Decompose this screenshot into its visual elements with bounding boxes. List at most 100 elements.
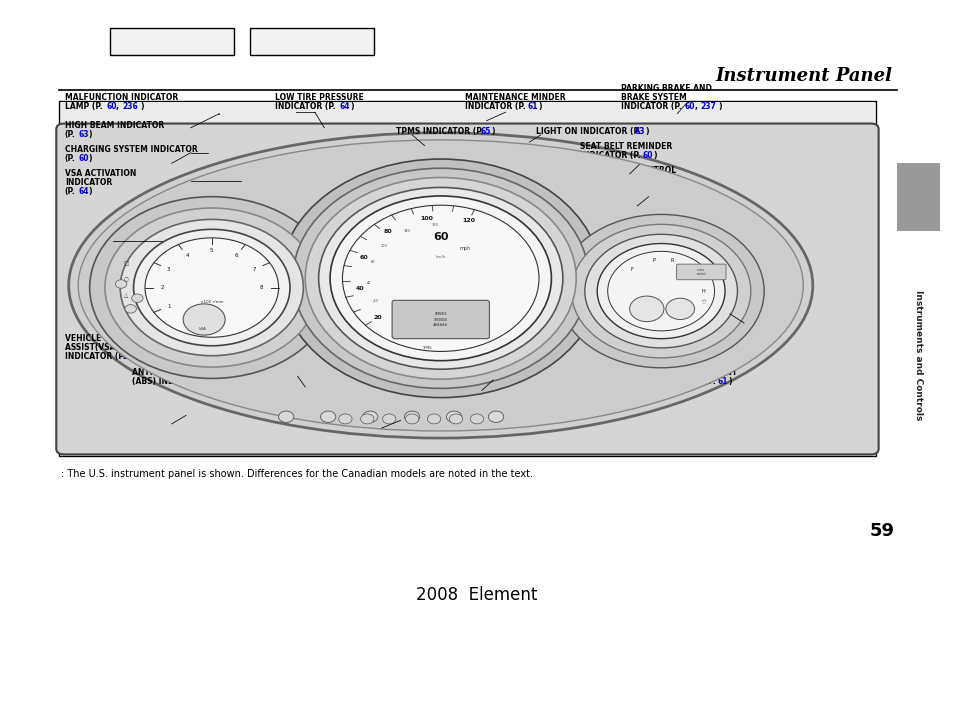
- Text: VSA ACTIVATION: VSA ACTIVATION: [65, 169, 136, 178]
- Text: TPMS INDICATOR (P.: TPMS INDICATOR (P.: [395, 127, 483, 136]
- Text: OPEN MONITOR (P.: OPEN MONITOR (P.: [338, 377, 419, 386]
- Text: 60: 60: [683, 102, 694, 111]
- Circle shape: [330, 196, 551, 361]
- Text: Instruments and Controls: Instruments and Controls: [913, 290, 922, 420]
- Text: SIDE AIRBAG OFF: SIDE AIRBAG OFF: [456, 334, 530, 343]
- Text: 6: 6: [234, 253, 238, 258]
- Circle shape: [558, 214, 763, 368]
- Text: 63: 63: [416, 377, 427, 386]
- Text: SUPPLEMENTAL RESTRAINT: SUPPLEMENTAL RESTRAINT: [618, 368, 737, 377]
- Text: 20: 20: [374, 315, 382, 320]
- Bar: [61, 102, 873, 454]
- Text: 8: 8: [259, 285, 263, 290]
- Text: LOW FUEL: LOW FUEL: [703, 305, 747, 315]
- Text: 80: 80: [383, 229, 392, 234]
- Text: 160: 160: [431, 223, 437, 227]
- Text: R: R: [670, 258, 673, 263]
- Circle shape: [105, 208, 318, 367]
- Circle shape: [360, 414, 374, 424]
- Circle shape: [320, 411, 335, 422]
- Text: x100 r/min: x100 r/min: [200, 300, 223, 304]
- Text: 61: 61: [527, 102, 537, 111]
- Text: ): ): [89, 187, 92, 197]
- Text: 1: 1: [167, 303, 171, 309]
- Text: 63: 63: [719, 324, 729, 333]
- Circle shape: [427, 414, 440, 424]
- Text: ): ): [537, 102, 541, 111]
- Text: 5: 5: [210, 248, 213, 253]
- Text: INDICATOR (P.: INDICATOR (P.: [249, 343, 310, 352]
- Text: 61: 61: [518, 343, 529, 352]
- Text: 60: 60: [78, 154, 89, 163]
- Text: INDICATOR: INDICATOR: [65, 178, 112, 187]
- Circle shape: [305, 178, 576, 379]
- Text: ,: ,: [322, 343, 328, 352]
- Text: INDICATOR: INDICATOR: [703, 315, 751, 324]
- Text: TPMS: TPMS: [421, 346, 431, 350]
- Text: 60: 60: [370, 260, 375, 264]
- Text: ): ): [231, 377, 234, 386]
- Text: -20: -20: [373, 299, 378, 303]
- Circle shape: [183, 304, 225, 335]
- Text: LAMP (P.: LAMP (P.: [65, 102, 102, 111]
- Text: PARKING BRAKE AND: PARKING BRAKE AND: [620, 84, 711, 93]
- Text: 59: 59: [869, 522, 894, 540]
- Text: ): ): [644, 127, 648, 136]
- Circle shape: [488, 411, 503, 422]
- Circle shape: [584, 234, 737, 348]
- Text: 60: 60: [107, 102, 117, 111]
- Ellipse shape: [78, 140, 802, 431]
- Text: ): ): [89, 154, 92, 163]
- Circle shape: [571, 224, 750, 358]
- Bar: [896, 163, 939, 231]
- Circle shape: [293, 168, 588, 388]
- Text: (ABS) INDICATOR (P.: (ABS) INDICATOR (P.: [132, 377, 218, 386]
- Circle shape: [133, 229, 290, 346]
- Text: INDICATOR (P.: INDICATOR (P.: [464, 102, 525, 111]
- Text: 100: 100: [380, 244, 387, 248]
- Circle shape: [132, 294, 143, 302]
- Bar: [59, 101, 875, 456]
- Text: ,: ,: [116, 102, 122, 111]
- Text: : The U.S. instrument panel is shown. Differences for the Canadian models are no: : The U.S. instrument panel is shown. Di…: [61, 469, 533, 479]
- Text: ): ): [718, 102, 721, 111]
- Text: LOW TIRE PRESSURE: LOW TIRE PRESSURE: [274, 93, 363, 102]
- Text: (P.: (P.: [65, 154, 75, 163]
- Circle shape: [125, 305, 136, 313]
- Text: △: △: [124, 292, 128, 297]
- Text: 64: 64: [122, 352, 132, 361]
- Circle shape: [470, 414, 483, 424]
- Text: INDICATOR (P.: INDICATOR (P.: [600, 175, 661, 185]
- Text: 235: 235: [328, 343, 343, 352]
- Text: 63: 63: [634, 127, 644, 136]
- Text: INDICATOR (P.: INDICATOR (P.: [526, 377, 587, 386]
- Text: D: D: [697, 275, 700, 280]
- Text: 140: 140: [403, 229, 410, 234]
- Text: 237: 237: [700, 102, 716, 111]
- Text: VSA: VSA: [198, 327, 206, 331]
- Circle shape: [404, 411, 419, 422]
- Text: INDICATOR (P.: INDICATOR (P.: [65, 352, 126, 361]
- Circle shape: [90, 197, 334, 378]
- Text: LOW OIL PRESSURE: LOW OIL PRESSURE: [249, 334, 333, 343]
- Text: N: N: [685, 265, 689, 270]
- Text: 65: 65: [480, 127, 491, 136]
- Text: ): ): [529, 343, 533, 352]
- Text: ): ): [729, 324, 733, 333]
- Text: 60: 60: [359, 255, 368, 260]
- Text: INDICATOR (P.: INDICATOR (P.: [620, 102, 681, 111]
- Text: DOOR AND TAILGATE: DOOR AND TAILGATE: [338, 368, 428, 377]
- Text: ,: ,: [694, 102, 700, 111]
- Text: ): ): [350, 102, 354, 111]
- Circle shape: [145, 238, 278, 337]
- Circle shape: [446, 411, 461, 422]
- Text: ): ): [132, 352, 136, 361]
- FancyBboxPatch shape: [392, 300, 489, 339]
- Text: (P.: (P.: [703, 324, 714, 333]
- Text: 60: 60: [312, 343, 322, 352]
- Text: MAINTENANCE MINDER: MAINTENANCE MINDER: [464, 93, 564, 102]
- Circle shape: [280, 159, 600, 398]
- Bar: [110, 28, 233, 55]
- FancyBboxPatch shape: [56, 124, 878, 454]
- Circle shape: [597, 244, 724, 339]
